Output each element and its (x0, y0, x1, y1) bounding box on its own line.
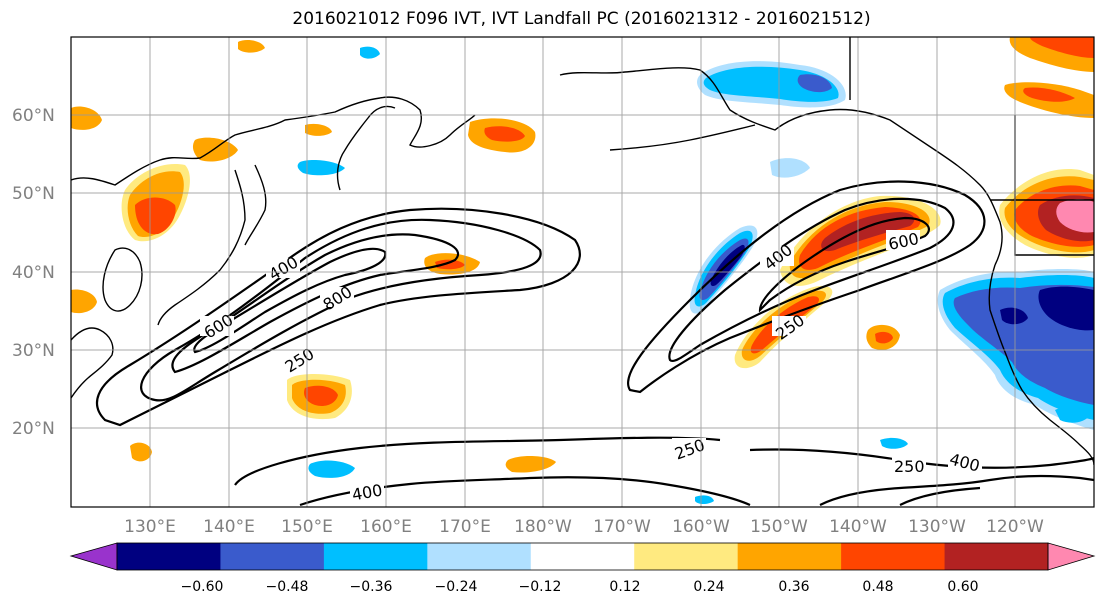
lon-label: 120°W (986, 517, 1044, 537)
positive-anomaly-region (304, 385, 338, 406)
colorbar-tick-label: 0.36 (778, 579, 809, 595)
negative-anomaly-region (308, 460, 355, 478)
negative-anomaly-region (880, 437, 908, 449)
japan-coastline (157, 169, 246, 326)
map-title: 2016021012 F096 IVT, IVT Landfall PC (20… (292, 9, 871, 29)
lat-label: 30°N (12, 341, 55, 361)
negative-anomaly-region (1038, 286, 1094, 331)
negative-anomaly-region (695, 495, 714, 504)
longitude-labels: 130°E 140°E 150°E 160°E 170°E 180°W 170°… (124, 517, 1044, 537)
gridlines (71, 37, 1094, 507)
colorbar-cells (117, 543, 1049, 570)
positive-anomaly-region (305, 123, 332, 136)
positive-anomaly-region (435, 259, 465, 270)
positive-anomaly-region (484, 126, 525, 142)
lon-label: 160°E (360, 517, 412, 537)
negative-anomaly-region (1055, 407, 1090, 423)
colorbar-tick-label: −0.60 (181, 579, 224, 595)
north-america-coastline (988, 264, 1094, 466)
positive-anomaly-region (135, 197, 176, 235)
colorbar-tick-label: −0.12 (519, 579, 562, 595)
ivt-contour-600 (758, 216, 930, 313)
positive-anomaly-region (71, 106, 102, 130)
korea-coastline (102, 247, 143, 312)
coastlines (71, 37, 1094, 466)
positive-anomaly-region (130, 442, 152, 462)
lon-label: 170°W (593, 517, 651, 537)
ivt-contour-250 (627, 180, 986, 394)
colorbar-cell (737, 543, 842, 570)
colorbar-cell (323, 543, 428, 570)
ivt-contour-250 (234, 436, 721, 486)
lon-label: 130°W (908, 517, 966, 537)
contour-label: 250 (282, 344, 318, 376)
ivt-contours (96, 180, 1094, 507)
colorbar-tick-label: 0.12 (609, 579, 640, 595)
colorbar-tick-label: 0.48 (862, 579, 893, 595)
positive-anomaly-region (238, 40, 265, 53)
positive-anomaly-region (875, 331, 893, 344)
colorbar-tick-label: −0.36 (350, 579, 393, 595)
contour-label: 250 (894, 457, 925, 476)
colorbar-cell (530, 543, 635, 570)
contour-label: 400 (266, 252, 302, 284)
ivt-contour-250 (899, 486, 981, 506)
negative-anomaly-region (770, 158, 810, 178)
positive-anomaly-region (71, 289, 97, 314)
lon-label: 150°E (281, 517, 333, 537)
ivt-contour-250 (749, 448, 1094, 469)
negative-anomaly-region (797, 74, 832, 93)
colorbar-ticks: −0.60 −0.48 −0.36 −0.24 −0.12 0.12 0.24 … (181, 579, 979, 595)
japan-islands-coastline (244, 164, 267, 246)
lat-label: 60°N (12, 106, 55, 126)
ivt-contour-600 (171, 233, 460, 374)
lon-label: 160°W (672, 517, 730, 537)
positive-anomaly-region (1030, 37, 1094, 58)
positive-anomaly-region (821, 212, 915, 252)
colorbar-extend-left (69, 542, 118, 571)
colorbar-cell (220, 543, 325, 570)
contour-label: 400 (350, 480, 383, 504)
colorbar-tick-label: 0.24 (693, 579, 724, 595)
colorbar-tick-label: −0.24 (435, 579, 478, 595)
positive-anomaly-region (1056, 199, 1094, 233)
colorbar-frame (116, 542, 1049, 571)
china-coastline (71, 327, 114, 399)
lon-label: 170°E (439, 517, 491, 537)
lon-label: 180°W (514, 517, 572, 537)
lon-label: 130°E (124, 517, 176, 537)
contour-labels: 400 600 800 250 400 600 250 250 250 400 … (200, 229, 982, 504)
positive-anomaly-region (505, 456, 556, 473)
aleutian-coastline (609, 124, 756, 151)
ivt-contour-400 (668, 197, 955, 363)
lon-label: 150°W (750, 517, 808, 537)
lat-label: 20°N (12, 419, 55, 439)
positive-anomaly-region (1023, 87, 1075, 102)
ivt-contour-800 (193, 247, 387, 354)
colorbar-tick-label: 0.60 (947, 579, 978, 595)
negative-anomaly-region (297, 160, 345, 176)
colorbar-cell (634, 543, 739, 570)
colorbar-cell (944, 543, 1049, 570)
colorbar-cell (427, 543, 532, 570)
colorbar: −0.60 −0.48 −0.36 −0.24 −0.12 0.12 0.24 … (69, 542, 1096, 595)
colorbar-cell (841, 543, 946, 570)
colorbar-cell (117, 543, 221, 570)
lat-label: 40°N (12, 263, 55, 283)
kamchatka-coastline (336, 105, 396, 191)
lon-label: 140°W (829, 517, 887, 537)
latitude-labels: 60°N 50°N 40°N 30°N 20°N (12, 106, 55, 439)
colorbar-extend-right (1047, 542, 1096, 571)
lat-label: 50°N (12, 184, 55, 204)
pc-anomaly-fills (71, 37, 1094, 504)
ivt-contour-250 (96, 207, 581, 427)
colorbar-tick-label: −0.48 (266, 579, 309, 595)
map-frame (70, 36, 1095, 508)
negative-anomaly-region (360, 46, 380, 59)
lon-label: 140°E (203, 517, 255, 537)
negative-anomaly-region (1000, 307, 1028, 325)
asia-coastline (71, 96, 476, 186)
